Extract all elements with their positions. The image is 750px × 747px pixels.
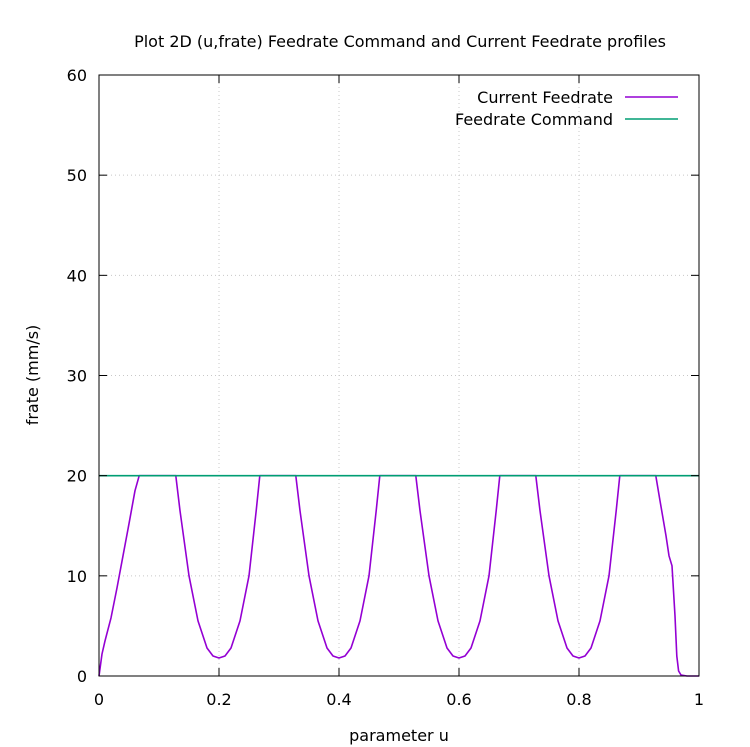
grid: [99, 75, 699, 676]
y-tick-label: 50: [67, 166, 87, 185]
y-tick-label: 40: [67, 266, 87, 285]
x-tick-label: 0.2: [206, 690, 231, 709]
legend-entry-label: Current Feedrate: [477, 88, 613, 107]
y-tick-label: 30: [67, 367, 87, 386]
x-tick-label: 0: [94, 690, 104, 709]
legend: Current Feedrate Feedrate Command: [455, 88, 678, 129]
legend-entry-label: Feedrate Command: [455, 110, 613, 129]
y-tick-label: 60: [67, 66, 87, 85]
y-tick-label: 0: [77, 667, 87, 686]
y-tick-label: 20: [67, 467, 87, 486]
x-tick-label: 1: [694, 690, 704, 709]
chart-title: Plot 2D (u,frate) Feedrate Command and C…: [134, 32, 666, 51]
x-tick-label: 0.6: [446, 690, 471, 709]
series-line-current-feedrate: [98, 474, 699, 677]
plot-area: [98, 474, 699, 677]
y-tick-label: 10: [67, 567, 87, 586]
x-tick-label: 0.8: [566, 690, 591, 709]
x-tick-label: 0.4: [326, 690, 351, 709]
y-axis-label: frate (mm/s): [23, 325, 42, 426]
x-axis-label: parameter u: [349, 726, 449, 745]
